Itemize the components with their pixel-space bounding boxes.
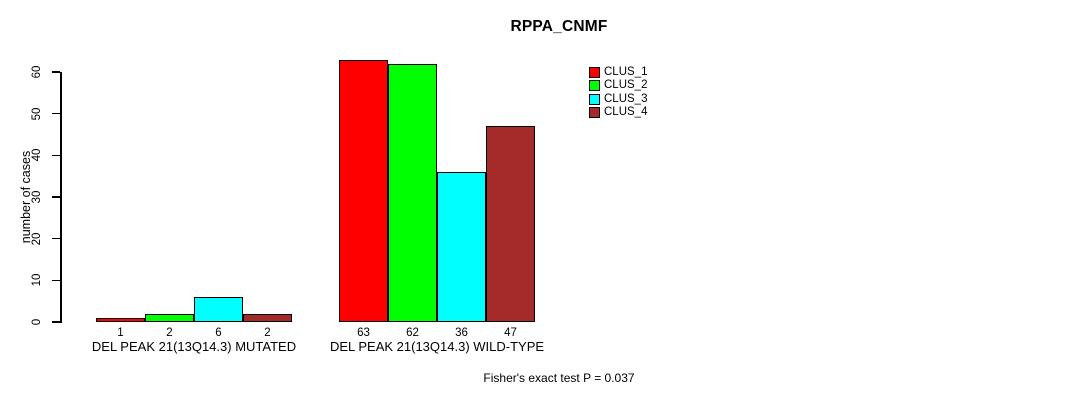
y-axis-line bbox=[60, 71, 62, 323]
legend-label: CLUS_4 bbox=[604, 106, 648, 119]
y-tick-label: 30 bbox=[31, 190, 43, 204]
legend-swatch-icon bbox=[589, 67, 600, 78]
group-label: DEL PEAK 21(13Q14.3) MUTATED bbox=[91, 339, 297, 354]
y-tick-label: 0 bbox=[31, 318, 43, 326]
legend-item: CLUS_4 bbox=[589, 106, 709, 119]
y-tick-label: 20 bbox=[31, 232, 43, 246]
chart-title: RPPA_CNMF bbox=[510, 18, 608, 35]
y-tick-mark bbox=[52, 196, 60, 198]
bar-value-label: 2 bbox=[264, 327, 271, 339]
y-tick-mark bbox=[52, 237, 60, 240]
legend-item: CLUS_1 bbox=[589, 66, 709, 79]
bar-clus_4 bbox=[486, 126, 535, 322]
y-tick-mark bbox=[52, 71, 60, 73]
y-tick-label: 40 bbox=[31, 148, 43, 162]
y-tick-label: 10 bbox=[31, 273, 43, 287]
y-tick-mark bbox=[52, 154, 60, 157]
bar-value-label: 36 bbox=[455, 327, 468, 339]
legend-item: CLUS_3 bbox=[589, 92, 709, 106]
bar-clus_4 bbox=[243, 313, 292, 322]
annotation-text: Fisher's exact test P = 0.037 bbox=[483, 371, 635, 385]
y-tick-mark bbox=[52, 321, 60, 323]
legend-label: CLUS_3 bbox=[604, 92, 648, 105]
bar-value-label: 1 bbox=[117, 327, 124, 339]
bar-value-label: 62 bbox=[406, 327, 419, 339]
bar-clus_3 bbox=[194, 297, 243, 322]
bar-clus_2 bbox=[145, 313, 194, 322]
bar-clus_1 bbox=[96, 317, 145, 322]
bar-value-label: 63 bbox=[357, 327, 370, 339]
y-tick-label: 60 bbox=[31, 65, 43, 79]
bar-value-label: 47 bbox=[504, 327, 517, 339]
legend-swatch-icon bbox=[589, 80, 600, 92]
legend-item: CLUS_2 bbox=[589, 79, 709, 92]
legend-swatch-icon bbox=[589, 93, 600, 105]
legend-label: CLUS_2 bbox=[604, 79, 648, 92]
bar-value-label: 6 bbox=[215, 327, 222, 339]
bar-clus_2 bbox=[388, 63, 437, 322]
y-tick-mark bbox=[52, 279, 60, 282]
bar-value-label: 2 bbox=[166, 327, 173, 339]
legend-label: CLUS_1 bbox=[604, 66, 648, 78]
y-tick-label: 50 bbox=[31, 107, 43, 121]
bar-clus_3 bbox=[437, 172, 486, 322]
group-label: DEL PEAK 21(13Q14.3) WILD-TYPE bbox=[329, 339, 545, 354]
bar-clus_1 bbox=[339, 59, 388, 322]
y-tick-mark bbox=[52, 112, 60, 115]
legend-swatch-icon bbox=[589, 107, 600, 119]
